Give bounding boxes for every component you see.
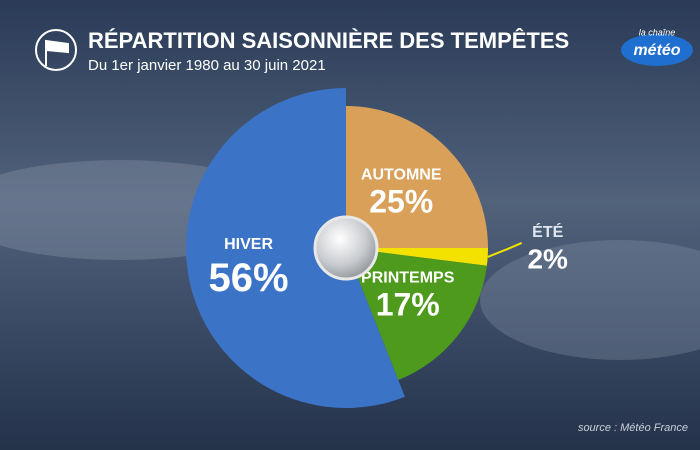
chart-subtitle: Du 1er janvier 1980 au 30 juin 2021 [88,57,326,74]
pie-slice [346,248,488,266]
slice-value: 25% [369,183,433,219]
logo-top: la chaîne [639,27,676,37]
slice-value: 56% [209,256,289,300]
chart-title: RÉPARTITION SAISONNIÈRE DES TEMPÊTES [88,28,569,53]
logo: la chaîne météo [621,27,693,66]
sea-spray [480,240,700,360]
pie-slice [346,106,488,248]
pie-slice [346,248,487,381]
slice-label: ÉTÉ [532,222,563,241]
leader-line [487,241,523,258]
slice-label: AUTOMNE [361,166,442,183]
logo-bottom: météo [633,42,680,59]
slice-label: PRINTEMPS [361,269,455,286]
pie-slice [186,88,405,408]
slice-value: 17% [376,287,440,323]
slice-value: 2% [527,243,568,274]
windsock-icon [35,29,77,71]
source: source : Météo France [578,422,688,434]
pie-hub [313,215,379,281]
slice-label: HIVER [224,236,273,253]
